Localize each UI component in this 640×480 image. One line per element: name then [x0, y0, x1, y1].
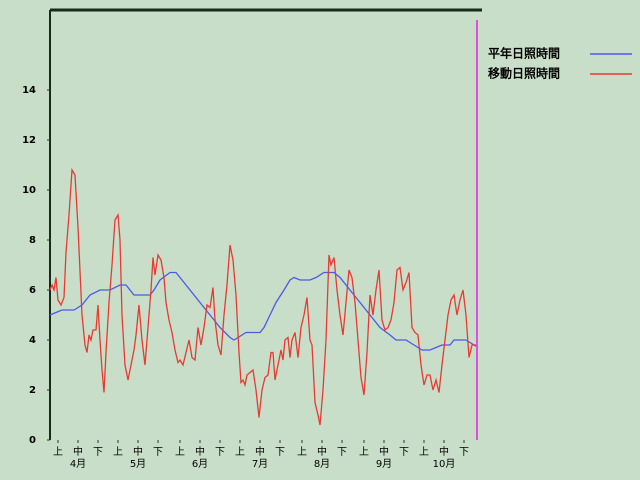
month-label: 6月 — [192, 458, 208, 470]
month-label: 8月 — [314, 458, 330, 470]
y-tick-label: 10 — [22, 185, 36, 196]
x-tick-label: 上 — [175, 446, 185, 458]
x-tick-label: 上 — [297, 446, 307, 458]
month-label: 7月 — [252, 458, 268, 470]
month-label: 9月 — [376, 458, 392, 470]
x-tick-label: 上 — [113, 446, 123, 458]
y-tick-label: 12 — [22, 135, 36, 146]
x-tick-label: 下 — [399, 447, 409, 458]
month-label: 4月 — [70, 458, 86, 470]
series-line — [49, 167, 476, 426]
x-tick-label: 中 — [255, 445, 265, 458]
x-tick-label: 中 — [133, 445, 143, 458]
legend-label: 移動日照時間 — [488, 66, 560, 81]
x-tick-label: 下 — [215, 447, 225, 458]
x-tick-label: 中 — [195, 445, 205, 458]
y-tick-label: 6 — [29, 285, 36, 296]
x-tick-label: 上 — [359, 446, 369, 458]
x-tick-label: 下 — [153, 447, 163, 458]
x-tick-label: 中 — [439, 445, 449, 458]
legend-label: 平年日照時間 — [488, 46, 560, 61]
y-tick-label: 4 — [29, 335, 36, 346]
y-tick-label: 8 — [29, 235, 36, 246]
y-tick-label: 2 — [29, 385, 36, 396]
x-tick-label: 下 — [275, 447, 285, 458]
y-tick-label: 0 — [29, 435, 36, 446]
x-tick-label: 下 — [93, 447, 103, 458]
x-tick-label: 下 — [337, 447, 347, 458]
x-tick-label: 上 — [419, 446, 429, 458]
series-line — [49, 271, 479, 351]
x-tick-label: 上 — [235, 446, 245, 458]
month-label: 5月 — [130, 458, 146, 470]
x-tick-label: 中 — [317, 445, 327, 458]
month-label: 10月 — [433, 458, 456, 470]
x-tick-label: 下 — [459, 447, 469, 458]
x-tick-label: 中 — [379, 445, 389, 458]
x-tick-label: 上 — [53, 446, 63, 458]
y-tick-label: 14 — [22, 85, 36, 96]
x-tick-label: 中 — [73, 445, 83, 458]
